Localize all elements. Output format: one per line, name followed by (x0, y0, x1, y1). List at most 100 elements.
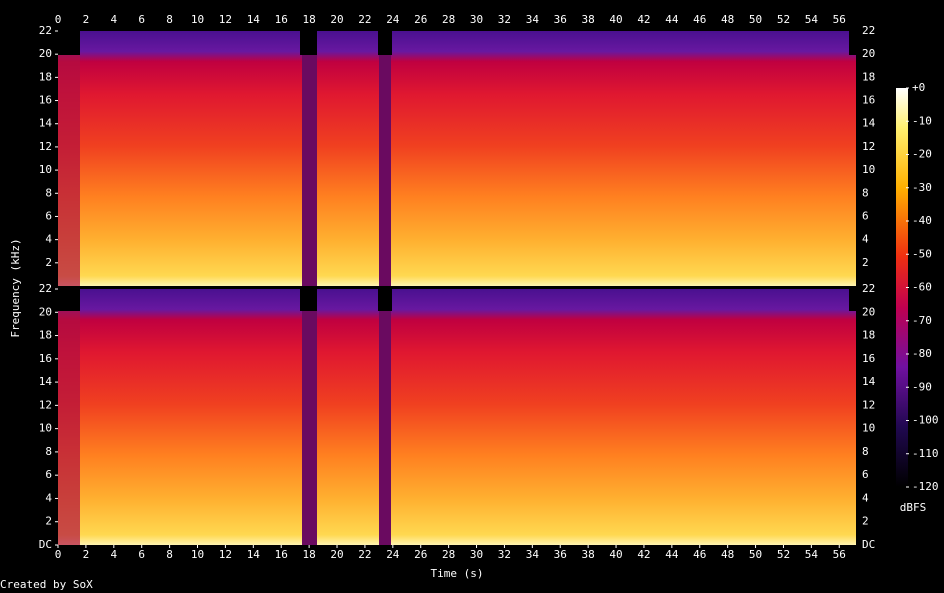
y-tick-label: 8 (862, 445, 869, 458)
x-tick-label: 20 (330, 548, 343, 561)
y-tick-label: 14 (862, 117, 876, 130)
x-tick-label: 36 (554, 548, 567, 561)
colorbar-tick-label: -70 (912, 314, 932, 327)
x-tick-label: 28 (442, 13, 455, 26)
y-tick-label: 6 (45, 209, 52, 222)
x-tick-label: 2 (83, 548, 90, 561)
y-tick-label: 18 (39, 329, 52, 342)
x-tick-label: 36 (554, 13, 567, 26)
x-tick-label: 48 (721, 13, 734, 26)
y-tick-label: 20 (39, 47, 52, 60)
y-tick-label: 18 (862, 329, 875, 342)
colorbar-tick-label: -80 (912, 347, 932, 360)
x-tick-label: 18 (302, 548, 315, 561)
x-tick-label: 6 (138, 548, 145, 561)
x-tick-label: 56 (833, 548, 846, 561)
x-tick-label: 6 (138, 13, 145, 26)
x-tick-label: 8 (166, 548, 173, 561)
x-tick-label: 18 (302, 13, 315, 26)
x-tick-label: 30 (470, 548, 483, 561)
footer: Created by SoX (0, 578, 93, 591)
y-tick-label: 20 (39, 305, 52, 318)
x-tick-label: 14 (247, 548, 261, 561)
y-tick-label: 18 (39, 70, 52, 83)
y-tick-label: 2 (862, 256, 869, 269)
y-tick-label: 14 (862, 375, 876, 388)
colorbar-tick-label: -50 (912, 247, 932, 260)
y-tick-label: 16 (39, 94, 52, 107)
x-tick-label: 46 (693, 548, 706, 561)
x-tick-label: 0 (55, 548, 62, 561)
x-tick-label: 16 (275, 548, 288, 561)
y-tick-label: 16 (39, 352, 52, 365)
x-tick-label: 44 (665, 548, 679, 561)
x-tick-label: 50 (749, 548, 762, 561)
y-tick-label: 12 (39, 398, 52, 411)
x-tick-label: 34 (526, 548, 540, 561)
y-tick-label: DC (862, 538, 875, 551)
x-tick-label: 22 (358, 13, 371, 26)
colorbar-label: dBFS (900, 501, 927, 514)
y-tick-label: 8 (45, 186, 52, 199)
y-tick-label: 14 (39, 117, 53, 130)
x-tick-label: 38 (582, 13, 595, 26)
y-tick-label: 2 (862, 515, 869, 528)
x-tick-label: 12 (219, 13, 232, 26)
y-tick-label: 8 (45, 445, 52, 458)
y-tick-label: 20 (862, 47, 875, 60)
x-tick-label: 8 (166, 13, 173, 26)
x-tick-label: 40 (609, 13, 622, 26)
colorbar (896, 88, 908, 487)
x-tick-label: 50 (749, 13, 762, 26)
x-tick-label: 48 (721, 548, 734, 561)
y-axis-label: Frequency (kHz) (9, 238, 22, 337)
colorbar-tick-label: -110 (912, 447, 939, 460)
y-tick-label: 20 (862, 305, 875, 318)
y-tick-label: 16 (862, 352, 875, 365)
y-tick-label: 4 (862, 233, 869, 246)
y-tick-label: 10 (39, 163, 52, 176)
y-tick-label: 10 (862, 163, 875, 176)
colorbar-tick-label: -90 (912, 380, 932, 393)
x-tick-label: 34 (526, 13, 540, 26)
colorbar-tick-label: +0 (912, 81, 925, 94)
x-tick-label: 14 (247, 13, 261, 26)
x-tick-label: 20 (330, 13, 343, 26)
x-axis-label: Time (s) (431, 567, 484, 580)
x-tick-label: 26 (414, 548, 427, 561)
y-tick-label: 22 (39, 282, 52, 295)
y-tick-label: 6 (45, 468, 52, 481)
x-tick-label: 52 (777, 13, 790, 26)
colorbar-tick-label: -60 (912, 281, 932, 294)
x-tick-label: 24 (386, 13, 400, 26)
x-tick-label: 32 (498, 548, 511, 561)
x-tick-label: 54 (805, 548, 819, 561)
x-tick-label: 4 (110, 548, 117, 561)
spectrogram-image (58, 31, 856, 545)
x-tick-label: 52 (777, 548, 790, 561)
x-tick-label: 16 (275, 13, 288, 26)
x-tick-label: 42 (637, 548, 650, 561)
x-tick-label: 26 (414, 13, 427, 26)
x-tick-label: 54 (805, 13, 819, 26)
x-tick-label: 10 (191, 13, 204, 26)
x-tick-label: 32 (498, 13, 511, 26)
x-tick-label: 56 (833, 13, 846, 26)
x-tick-label: 46 (693, 13, 706, 26)
colorbar-tick-label: -10 (912, 114, 932, 127)
y-tick-label: 6 (862, 209, 869, 222)
x-tick-label: 38 (582, 548, 595, 561)
y-tick-label: 10 (39, 422, 52, 435)
y-tick-label: 8 (862, 186, 869, 199)
x-tick-label: 22 (358, 548, 371, 561)
y-tick-label: 18 (862, 70, 875, 83)
x-tick-label: 30 (470, 13, 483, 26)
y-tick-label: 4 (862, 491, 869, 504)
y-tick-label: DC (39, 538, 52, 551)
y-tick-label: 2 (45, 256, 52, 269)
x-tick-label: 10 (191, 548, 204, 561)
y-tick-label: 10 (862, 422, 875, 435)
x-tick-label: 44 (665, 13, 679, 26)
y-tick-label: 16 (862, 94, 875, 107)
